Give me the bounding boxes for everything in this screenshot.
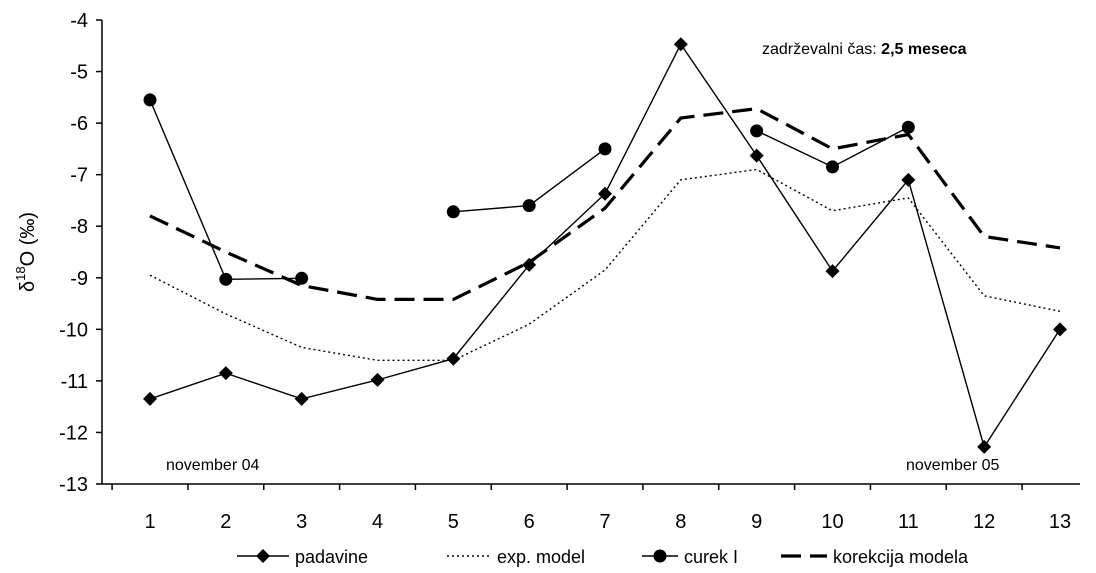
x-tick-label: 1 bbox=[144, 511, 155, 533]
x-tick-label: 2 bbox=[220, 511, 231, 533]
legend-label-exp-model: exp. model bbox=[497, 547, 585, 567]
data-point-curek-i bbox=[750, 124, 764, 138]
legend-item-exp-model: exp. model bbox=[447, 547, 585, 567]
y-axis-label-prefix: δ bbox=[17, 281, 39, 292]
y-tick-label: -10 bbox=[59, 319, 88, 341]
legend-item-curek-i: curek I bbox=[642, 547, 738, 567]
series-curek-i bbox=[143, 93, 915, 286]
data-point-curek-i bbox=[826, 160, 839, 174]
data-point-curek-i bbox=[219, 272, 233, 286]
x-tick-label: 13 bbox=[1049, 511, 1071, 533]
series-line-exp-model bbox=[149, 168, 1061, 361]
retention-label: zadrževalni čas: bbox=[762, 41, 881, 58]
x-tick-label: 8 bbox=[675, 511, 686, 533]
y-tick-label: -8 bbox=[70, 216, 88, 238]
legend-item-padavine: padavine bbox=[237, 547, 368, 567]
x-tick-label: 5 bbox=[448, 511, 459, 533]
data-point-padavine bbox=[749, 148, 764, 163]
series-line-curek-i bbox=[149, 99, 302, 281]
y-tick-label: -7 bbox=[70, 165, 88, 187]
legend-label-curek-i: curek I bbox=[684, 547, 738, 567]
x-tick-label: 9 bbox=[751, 511, 762, 533]
legend: padavine exp. model curek I korekcija model… bbox=[237, 547, 969, 567]
data-point-padavine bbox=[370, 372, 385, 387]
x-tick-label: 11 bbox=[898, 511, 919, 533]
data-point-padavine bbox=[143, 391, 157, 406]
end-annotation: november 05 bbox=[906, 457, 999, 474]
data-point-curek-i bbox=[901, 120, 915, 134]
data-point-curek-i bbox=[446, 205, 460, 219]
legend-item-korekcija-modela: korekcija modela bbox=[781, 547, 969, 567]
y-tick-label: -9 bbox=[70, 268, 88, 290]
y-ticks: -4 -5 -6 -7 -8 -9 -10 -11 -12 -13 bbox=[59, 10, 102, 496]
data-point-padavine bbox=[901, 172, 916, 187]
x-tick-label: 12 bbox=[973, 511, 995, 533]
series-layer bbox=[143, 37, 1067, 454]
retention-value: 2,5 meseca bbox=[881, 41, 967, 58]
y-tick-label: -11 bbox=[61, 371, 88, 393]
x-tick-label: 6 bbox=[524, 511, 535, 533]
y-tick-label: -12 bbox=[59, 422, 88, 444]
data-point-padavine bbox=[825, 264, 840, 279]
data-point-curek-i bbox=[143, 93, 157, 107]
legend-label-korekcija-modela: korekcija modela bbox=[833, 547, 969, 567]
legend-marker-curek-i bbox=[653, 549, 667, 563]
y-tick-label: -5 bbox=[70, 62, 88, 84]
y-axis-label-sup: 18 bbox=[13, 266, 28, 280]
data-point-padavine bbox=[673, 37, 688, 52]
legend-marker-padavine bbox=[256, 549, 270, 563]
data-point-padavine bbox=[218, 366, 233, 381]
data-point-curek-i bbox=[598, 142, 612, 156]
x-tick-label: 4 bbox=[372, 511, 383, 533]
legend-label-padavine: padavine bbox=[295, 547, 368, 567]
y-tick-label: -13 bbox=[59, 474, 88, 496]
data-point-padavine bbox=[294, 391, 309, 406]
x-tick-label: 3 bbox=[296, 511, 307, 533]
retention-annotation: zadrževalni čas: 2,5 meseca bbox=[762, 41, 967, 58]
x-ticks: 1 2 3 4 5 6 7 8 9 10 11 12 13 bbox=[111, 484, 1071, 533]
data-point-padavine bbox=[1053, 322, 1067, 337]
y-tick-label: -6 bbox=[70, 113, 88, 135]
series-exp-model bbox=[149, 168, 1061, 361]
x-tick-label: 7 bbox=[599, 511, 610, 533]
axes bbox=[101, 20, 1080, 485]
series-padavine bbox=[143, 37, 1067, 454]
data-point-padavine bbox=[446, 351, 461, 366]
series-line-padavine bbox=[149, 42, 1061, 449]
data-point-curek-i bbox=[295, 271, 309, 285]
series-korekcija-modela bbox=[149, 107, 1061, 301]
y-axis-label-suffix: O (‰) bbox=[17, 212, 39, 266]
start-annotation: november 04 bbox=[166, 457, 259, 474]
y-tick-label: -4 bbox=[70, 10, 88, 32]
data-point-padavine bbox=[977, 439, 992, 454]
data-point-curek-i bbox=[522, 199, 536, 213]
data-point-padavine bbox=[598, 186, 612, 201]
x-tick-label: 10 bbox=[821, 511, 843, 533]
y-axis-label: δ18O (‰) bbox=[13, 212, 39, 292]
series-line-korekcija-modela bbox=[149, 107, 1061, 301]
